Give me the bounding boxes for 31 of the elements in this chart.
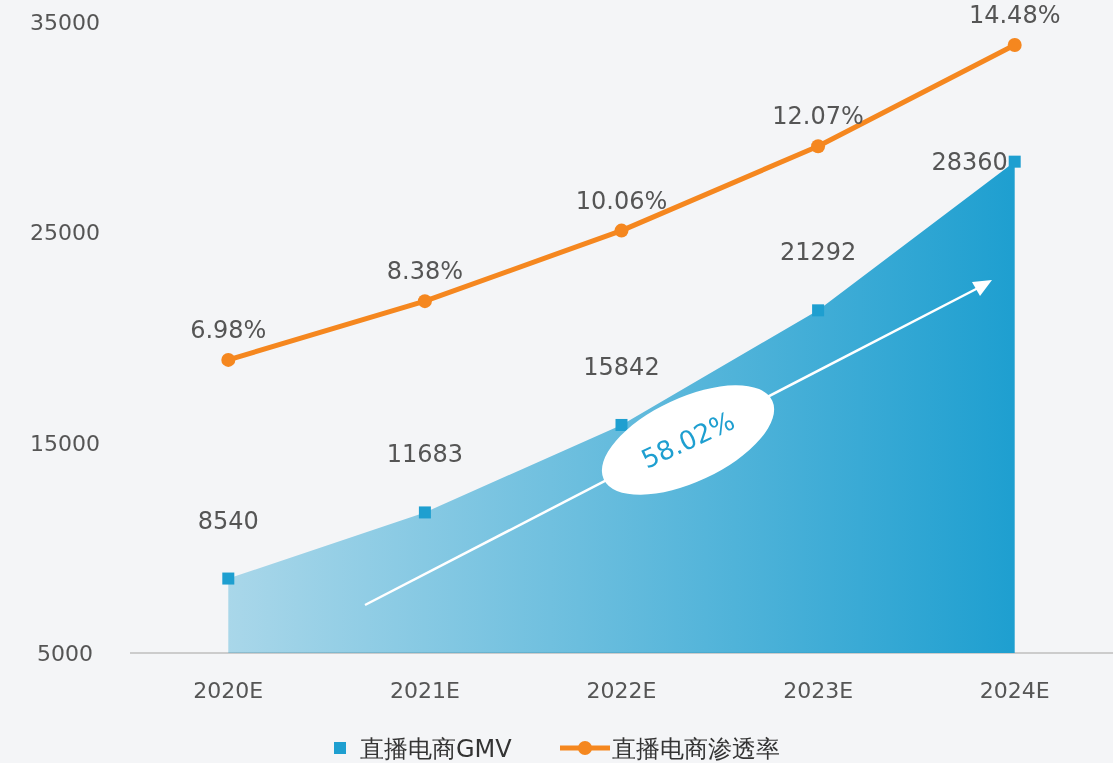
data-label: 28360	[931, 147, 1008, 176]
point	[1008, 155, 1021, 168]
data-label: 11683	[386, 440, 464, 469]
x-tick-label: 2020E	[193, 678, 264, 703]
point	[811, 139, 826, 154]
point	[222, 572, 235, 585]
data-label: 14.48%	[968, 1, 1061, 29]
x-tick-label: 2022E	[586, 678, 657, 703]
y-tick-label: 25000	[30, 220, 100, 246]
x-tick-label: 2021E	[389, 678, 460, 703]
data-label: 15842	[583, 352, 660, 381]
point	[615, 418, 628, 431]
x-tick-label: 2024E	[979, 678, 1050, 703]
data-label: 12.07%	[772, 102, 864, 131]
point	[418, 506, 431, 519]
data-label: 8540	[197, 506, 259, 535]
point	[221, 352, 236, 367]
y-tick-label: 5000	[37, 641, 93, 666]
data-label: 6.98%	[190, 315, 267, 344]
y-tick-label: 15000	[30, 430, 100, 456]
data-label: 10.06%	[575, 186, 668, 215]
data-label: 21292	[779, 238, 857, 267]
point	[1007, 38, 1022, 52]
data-label: 8.38%	[386, 257, 464, 286]
x-tick-label: 2023E	[783, 678, 854, 703]
point	[614, 223, 629, 238]
y-tick-label: 35000	[30, 10, 100, 35]
point	[417, 294, 432, 309]
legend-label: 直播电商渗透率	[612, 735, 780, 763]
legend-label: 直播电商GMV	[360, 735, 513, 763]
point	[812, 304, 825, 317]
